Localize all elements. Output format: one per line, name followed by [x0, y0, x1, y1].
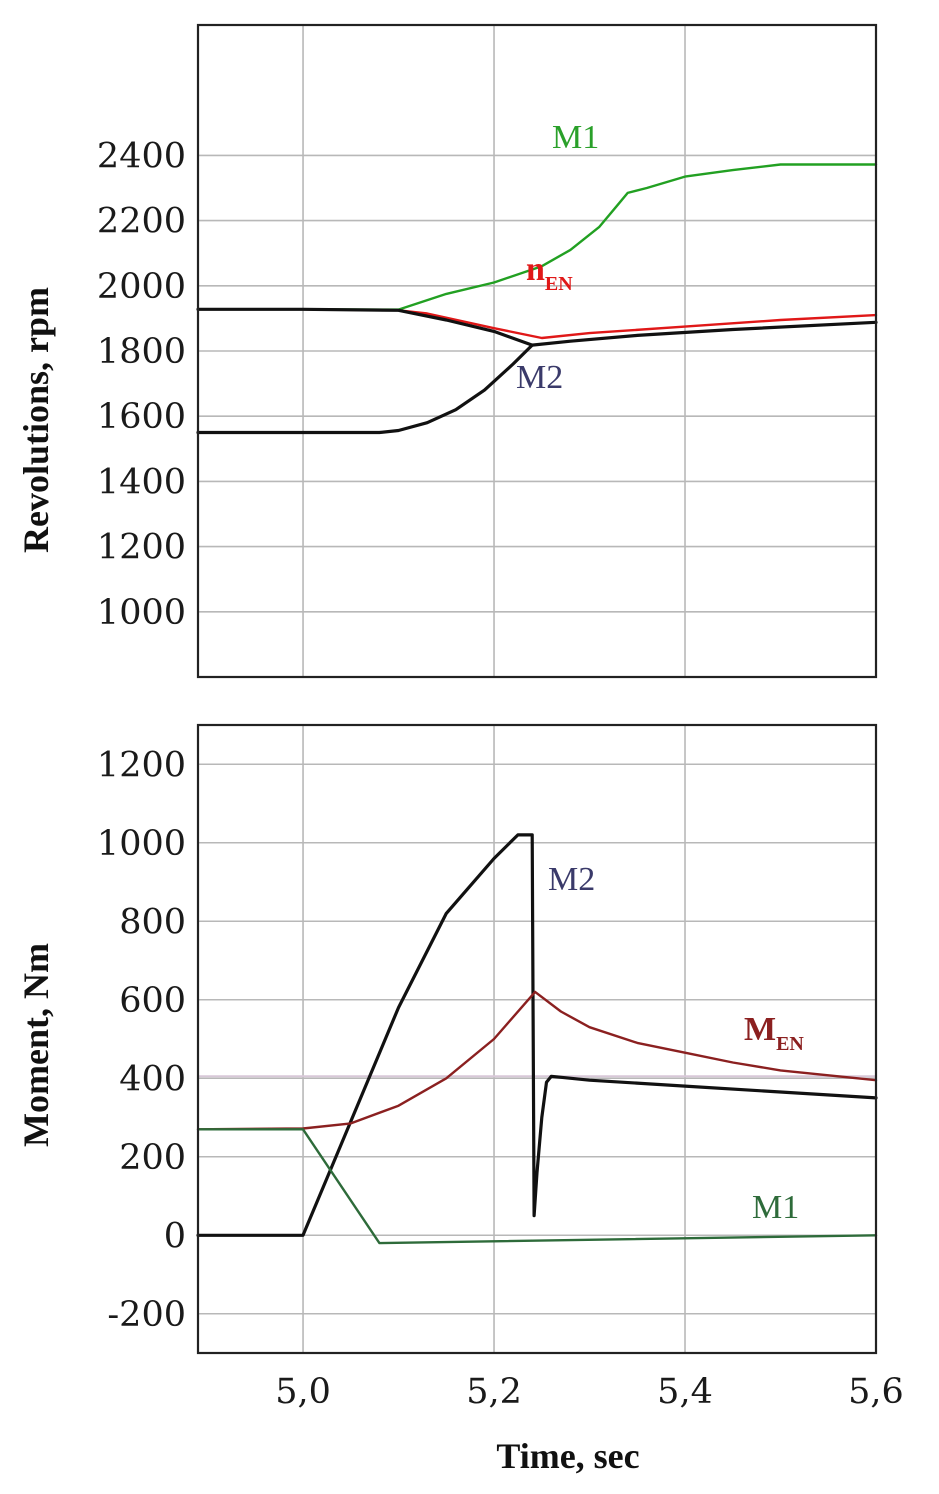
series-line-n: [196, 307, 878, 347]
x-tick-label: 5,0: [275, 1372, 331, 1412]
bottom-m1-label: M1: [752, 1189, 799, 1226]
moment-plot-frame: [196, 723, 878, 1355]
bottom-men-main: M: [744, 1011, 776, 1048]
y-tick-label: 1000: [97, 824, 186, 864]
y-tick-label: 800: [119, 902, 186, 942]
y-tick-label: 2000: [97, 267, 186, 307]
y-tick-label: 1000: [97, 593, 186, 633]
y-tick-label: 1200: [97, 528, 186, 568]
bottom-men-subscript: EN: [776, 1033, 804, 1055]
series-line-m1: [196, 1128, 878, 1245]
revolutions-plot-frame: [196, 23, 878, 679]
revolutions-grid: [198, 25, 876, 677]
x-tick-label: 5,6: [848, 1372, 904, 1412]
y-tick-label: 1600: [97, 397, 186, 437]
time-x-axis-label: Time, sec: [496, 1436, 639, 1476]
y-tick-label: 1800: [97, 332, 186, 372]
moment-series: [196, 833, 878, 1245]
y-tick-label: -200: [107, 1295, 186, 1335]
y-tick-label: 1200: [97, 745, 186, 785]
series-line-m1: [196, 163, 878, 311]
bottom-m2-label: M2: [548, 861, 595, 898]
y-tick-label: 0: [164, 1216, 186, 1256]
top-m1-label: M1: [552, 119, 599, 156]
revolutions-y-ticks: 1000 1200 1400 1600 1800 2000 2200 2400: [97, 136, 186, 632]
series-line-m2: [196, 833, 878, 1237]
x-tick-label: 5,4: [657, 1372, 713, 1412]
y-tick-label: 1400: [97, 462, 186, 502]
x-tick-label: 5,2: [466, 1372, 522, 1412]
revolutions-chart: 1000 1200 1400 1600 1800 2000 2200 2400 Revolut…: [16, 23, 878, 679]
moment-grid: [198, 725, 876, 1353]
y-tick-label: 2400: [97, 136, 186, 176]
time-x-ticks: 5,0 5,2 5,4 5,6: [275, 1372, 904, 1412]
bottom-men-label: MEN: [744, 1011, 804, 1055]
y-tick-label: 2200: [97, 202, 186, 242]
moment-chart: -200 0 200 400 600 800 1000 1200 5,0 5,2 5,4 5,6 M…: [16, 723, 904, 1476]
y-tick-label: 600: [119, 981, 186, 1021]
y-tick-label: 200: [119, 1138, 186, 1178]
series-line-men: [196, 990, 878, 1131]
top-nen-label: nEN: [526, 251, 573, 295]
top-m2-label: M2: [516, 359, 563, 396]
top-nen-subscript: EN: [545, 273, 573, 295]
series-line-m2: [196, 343, 534, 435]
revolutions-series: [196, 163, 878, 435]
moment-y-ticks: -200 0 200 400 600 800 1000 1200: [97, 745, 186, 1335]
moment-y-axis-label: Moment, Nm: [16, 943, 56, 1147]
y-tick-label: 400: [119, 1059, 186, 1099]
top-nen-main: n: [526, 251, 545, 288]
series-line-nen: [196, 308, 878, 340]
revolutions-y-axis-label: Revolutions, rpm: [16, 287, 56, 553]
